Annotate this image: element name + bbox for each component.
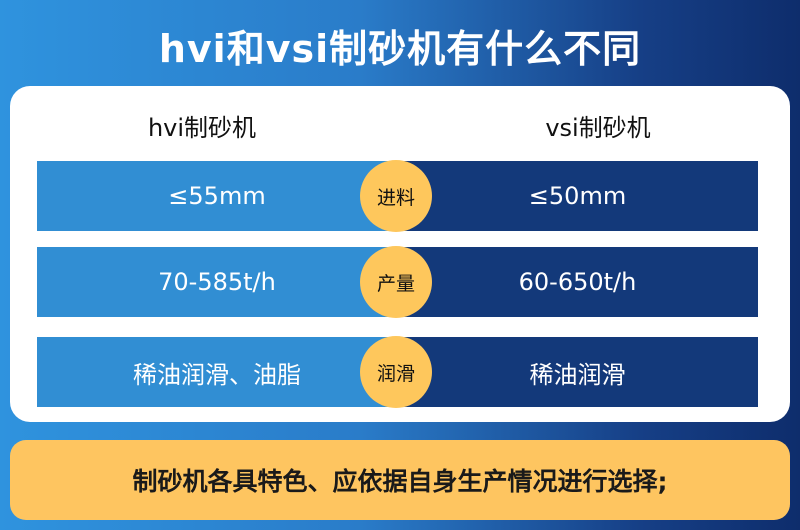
footer-note: 制砂机各具特色、应依据自身生产情况进行选择;	[10, 440, 790, 520]
left-value: ≤55mm	[37, 161, 397, 231]
comparison-row: ≤55mm ≤50mm 进料	[37, 160, 758, 232]
comparison-row: 稀油润滑、油脂 稀油润滑 润滑	[37, 336, 758, 408]
right-value: ≤50mm	[397, 161, 758, 231]
left-value: 70-585t/h	[37, 247, 397, 317]
header-left: hvi制砂机	[147, 114, 257, 142]
right-value: 60-650t/h	[397, 247, 758, 317]
left-value: 稀油润滑、油脂	[37, 337, 397, 407]
header-right: vsi制砂机	[545, 114, 651, 142]
right-value: 稀油润滑	[397, 337, 758, 407]
row-label: 润滑	[360, 336, 432, 408]
page-title: hvi和vsi制砂机有什么不同	[158, 27, 642, 71]
row-label: 进料	[360, 160, 432, 232]
comparison-row: 70-585t/h 60-650t/h 产量	[37, 246, 758, 318]
row-label: 产量	[360, 246, 432, 318]
